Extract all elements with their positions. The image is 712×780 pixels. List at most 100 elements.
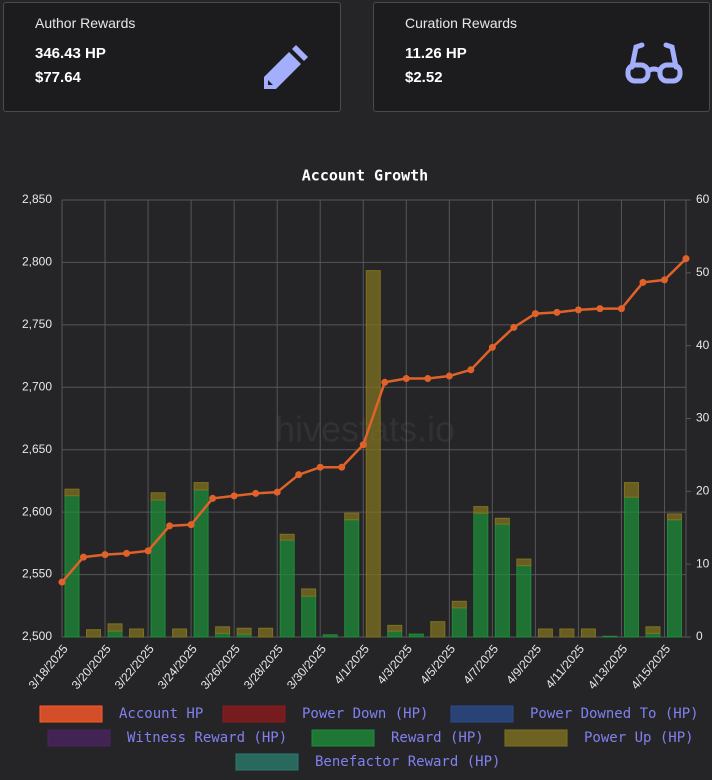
bar [193,482,209,491]
line-point [445,372,453,380]
bar [107,623,123,632]
line-point [467,366,475,374]
line-point [209,494,217,502]
card-value: 346.43 HP [35,45,106,62]
line-point [682,255,690,263]
bar [623,482,639,498]
bar [387,624,403,632]
legend-label: Power Downed To (HP) [530,706,699,722]
glasses-icon [625,42,683,84]
legend-label: Witness Reward (HP) [127,730,287,746]
legend-swatch [504,729,568,747]
bar [666,513,682,521]
bar [301,588,317,597]
y2-tick-label: 30 [696,411,710,425]
bar [408,633,424,638]
line-point [80,553,88,561]
bar [344,519,360,638]
x-tick-label: 3/20/2025 [69,642,114,692]
bar [516,558,532,567]
curation-card: Curation Rewards 11.26 HP $2.52 [373,2,710,112]
line-point [144,547,152,555]
x-tick-label: 4/11/2025 [543,642,588,691]
y-tick-label: 2,500 [22,629,52,643]
line-point [230,492,238,500]
x-tick-label: 4/1/2025 [331,642,372,687]
line-point [359,441,367,449]
bar [150,499,166,638]
x-tick-label: 3/24/2025 [155,642,200,692]
y2-tick-label: 40 [696,338,710,352]
legend-label: Power Down (HP) [302,706,428,722]
legend-swatch [222,705,286,723]
line-point [660,276,668,284]
line-point [295,471,303,479]
card-title: Author Rewards [35,15,136,31]
line-point [381,378,389,386]
legend-swatch [39,705,103,723]
x-tick-label: 4/15/2025 [628,642,673,692]
chart: Account Growth hivestats.io 2,5002,5502,… [22,167,710,771]
x-tick-label: 4/13/2025 [585,642,630,692]
bar [451,600,467,609]
y-tick-label: 2,800 [22,255,52,269]
legend-label: Account HP [119,706,203,722]
line-point [531,310,539,318]
bar [365,270,381,638]
x-tick-label: 4/7/2025 [460,642,501,687]
pencil-icon [264,45,308,89]
y-tick-label: 2,850 [22,192,52,206]
x-tick-label: 4/5/2025 [417,642,458,687]
bar [322,634,338,638]
line-point [639,278,647,286]
bar [645,632,661,638]
bar [150,492,166,501]
legend-swatch [450,705,514,723]
card-value: $2.52 [405,69,443,86]
bar [107,630,123,638]
bar [172,628,188,638]
bar [64,488,80,497]
bar [344,512,360,521]
bar [494,523,510,638]
line [61,257,687,583]
card-title: Curation Rewards [405,15,518,31]
line-point [402,375,410,383]
bar [473,512,489,638]
y2-tick-label: 60 [696,192,710,206]
line-point [424,375,432,383]
card-value: 11.26 HP [405,45,467,62]
bar [129,628,145,638]
line-point [316,463,324,471]
y-tick-label: 2,750 [22,317,52,331]
line-point [596,305,604,313]
line-point [617,305,625,313]
legend-label: Power Up (HP) [584,730,694,746]
bar [279,539,295,638]
bar [516,565,532,638]
line-point [553,308,561,316]
card-value: $77.64 [35,69,81,86]
bar [279,533,295,541]
bar [430,621,446,638]
bar [215,626,231,634]
bar [666,519,682,638]
legend-swatch [311,729,375,747]
x-tick-label: 3/30/2025 [284,642,329,692]
chart-title: Account Growth [302,167,428,185]
line-point [123,549,131,557]
y-tick-label: 2,700 [22,379,52,393]
bar [645,626,661,634]
bar [473,506,489,514]
y-tick-label: 2,600 [22,504,52,518]
y2-tick-label: 20 [696,484,710,498]
bar [387,630,403,638]
legend-label: Reward (HP) [391,730,484,746]
bar [580,628,596,638]
y2-tick-label: 10 [696,556,710,570]
line-point [187,521,195,529]
bar [451,607,467,638]
x-tick-label: 3/26/2025 [198,642,243,692]
line-point [574,306,582,314]
